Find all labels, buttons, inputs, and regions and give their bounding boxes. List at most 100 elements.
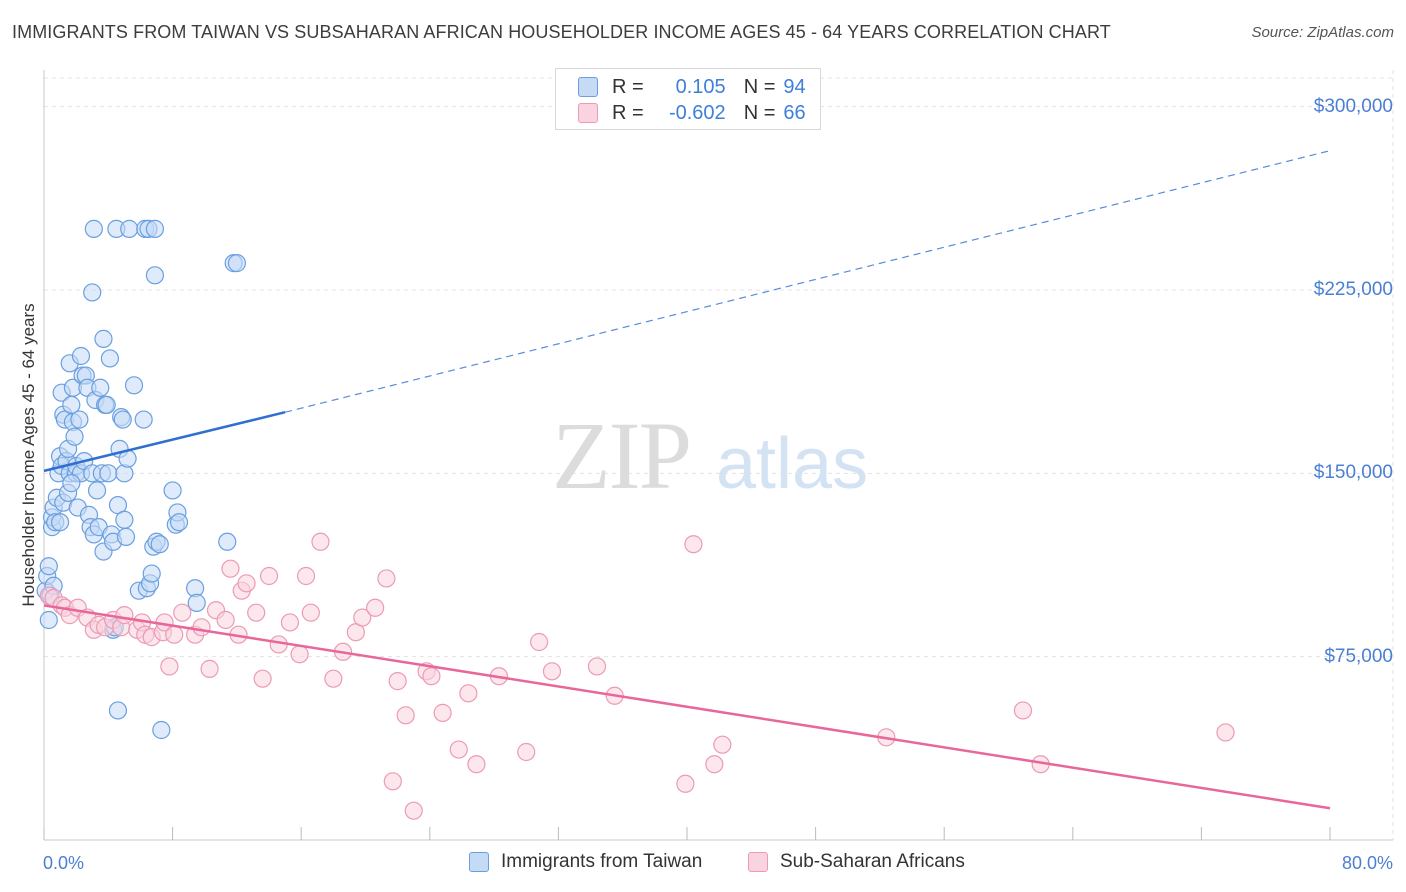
ssa-point: [713, 735, 732, 754]
ssa-point: [467, 755, 486, 774]
ssa-point: [237, 574, 256, 593]
watermark-zip: ZIP: [552, 402, 690, 509]
y-tick-label: $300,000: [1313, 95, 1393, 117]
legend-label-taiwan: Immigrants from Taiwan: [501, 851, 703, 872]
ssa-point: [253, 669, 272, 688]
taiwan-point: [65, 427, 84, 446]
trend-lines: [43, 150, 1331, 810]
ssa-point: [366, 598, 385, 617]
ssa-point: [388, 672, 407, 691]
ssa-point: [280, 613, 300, 632]
y-axis-title: Householder Income Ages 45 - 64 years: [19, 303, 38, 607]
taiwan-point: [100, 349, 120, 368]
series-taiwan-points: [36, 219, 246, 740]
ssa-point: [1216, 723, 1235, 742]
y-tick-label: $150,000: [1313, 462, 1393, 484]
ssa-point: [449, 740, 468, 759]
ssa-point: [165, 625, 184, 644]
ssa-point: [377, 569, 396, 588]
taiwan-point: [163, 481, 182, 500]
legend-r-label: R =: [612, 101, 644, 124]
legend-item-taiwan[interactable]: Immigrants from Taiwan: [469, 851, 702, 873]
legend-n-label: N =: [743, 75, 776, 98]
legend-series: Immigrants from Taiwan Sub-Saharan Afric…: [0, 851, 1406, 879]
legend-label-ssa: Sub-Saharan Africans: [780, 851, 965, 872]
page-title: IMMIGRANTS FROM TAIWAN VS SUBSAHARAN AFR…: [12, 22, 1111, 42]
taiwan-point: [187, 593, 206, 612]
taiwan-point: [145, 266, 165, 285]
taiwan-point: [108, 701, 128, 720]
ssa-point: [404, 801, 423, 820]
ssa-point: [459, 684, 478, 703]
taiwan-point: [116, 527, 136, 546]
taiwan-trend-line: [43, 411, 286, 473]
legend-n-label: N =: [743, 101, 776, 124]
ssa-point: [160, 657, 179, 676]
series-ssa-points: [39, 532, 1235, 820]
taiwan-point: [124, 376, 144, 395]
taiwan-point: [169, 513, 189, 532]
taiwan-point: [39, 610, 58, 630]
ssa-point: [247, 603, 266, 622]
legend-r-value-ssa: -0.602: [668, 101, 726, 124]
ssa-point: [296, 566, 316, 586]
taiwan-point: [83, 283, 102, 302]
taiwan-point: [50, 513, 70, 532]
legend-swatch-ssa: [578, 103, 598, 123]
taiwan-trend-extension: [284, 150, 1331, 413]
taiwan-point: [150, 535, 169, 554]
legend-stats: R = 0.105 N = 94 R = -0.602 N = 66: [555, 68, 821, 130]
legend-item-ssa[interactable]: Sub-Saharan Africans: [748, 851, 965, 873]
ssa-point: [383, 772, 402, 791]
ssa-point: [192, 618, 211, 637]
ssa-point: [216, 610, 235, 630]
ssa-point: [259, 566, 279, 586]
legend-r-label: R =: [612, 75, 644, 98]
taiwan-point: [97, 395, 116, 414]
ssa-point: [115, 606, 134, 625]
taiwan-point: [87, 481, 107, 500]
ssa-point: [290, 645, 309, 664]
taiwan-point: [120, 219, 139, 238]
x-tick-label-max: 80.0%: [1341, 853, 1393, 873]
legend-r-value-taiwan: 0.105: [675, 75, 726, 98]
legend-swatch-taiwan: [469, 852, 489, 872]
legend-swatch-ssa: [748, 852, 768, 872]
ssa-point: [542, 662, 562, 681]
taiwan-point: [94, 329, 113, 348]
axes: [43, 70, 1393, 841]
taiwan-point: [84, 219, 103, 238]
ssa-point: [433, 703, 452, 722]
taiwan-point: [70, 410, 89, 429]
ssa-point: [517, 742, 536, 762]
ssa-trend-line: [43, 604, 1331, 810]
taiwan-point: [115, 510, 134, 529]
taiwan-point: [39, 557, 58, 576]
watermark-atlas: atlas: [716, 424, 868, 504]
taiwan-point: [99, 464, 118, 483]
taiwan-point: [62, 474, 81, 493]
taiwan-point: [152, 720, 171, 740]
ssa-point: [684, 535, 703, 554]
taiwan-point: [91, 378, 110, 397]
ssa-point: [396, 706, 415, 725]
taiwan-point: [142, 564, 161, 583]
ssa-point: [705, 755, 724, 774]
y-tick-label: $225,000: [1313, 279, 1393, 300]
ssa-point: [301, 603, 320, 622]
taiwan-point: [227, 254, 246, 273]
ssa-point: [353, 608, 372, 627]
ssa-point: [676, 774, 695, 793]
legend-n-value-ssa: 66: [783, 101, 806, 124]
ssa-point: [311, 532, 330, 551]
taiwan-point: [71, 346, 91, 366]
ssa-point: [530, 632, 549, 652]
legend-row-taiwan: R = 0.105 N = 94: [578, 74, 806, 100]
ssa-point: [173, 603, 192, 622]
legend-row-ssa: R = -0.602 N = 66: [578, 100, 806, 126]
taiwan-point: [145, 219, 165, 238]
legend-swatch-taiwan: [578, 77, 598, 97]
y-tick-label: $75,000: [1324, 645, 1393, 667]
legend-n-value-taiwan: 94: [783, 75, 806, 98]
